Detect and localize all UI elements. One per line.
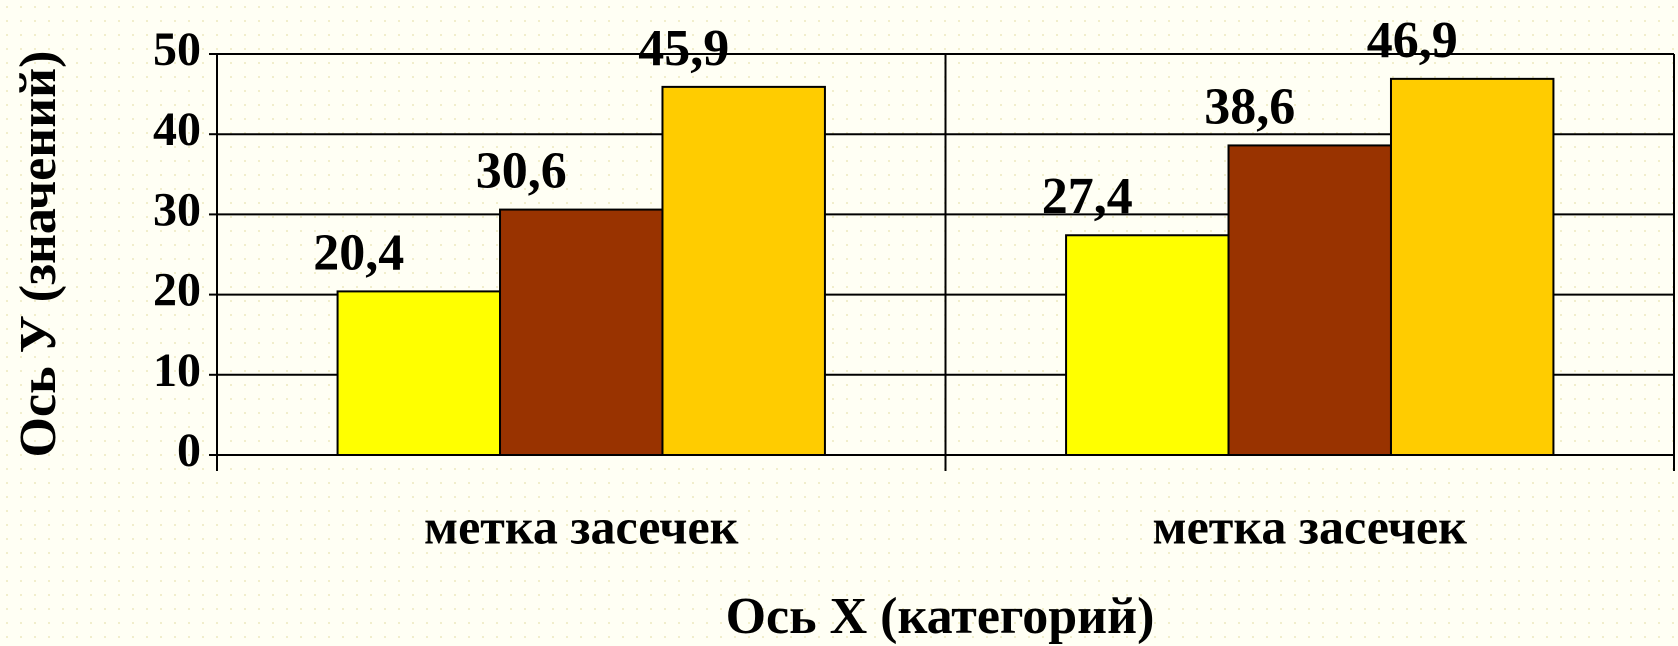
y-tick-label: 40 [153, 103, 201, 156]
value-label: 30,6 [476, 143, 567, 200]
y-tick-label: 20 [153, 264, 201, 317]
bar [661, 85, 826, 457]
value-label: 27,4 [1042, 168, 1133, 225]
value-label: 45,9 [638, 20, 729, 77]
y-tick-label: 10 [153, 344, 201, 397]
bar [1065, 234, 1230, 456]
bar [336, 290, 502, 456]
x-axis-title: Ось X (категорий) [726, 588, 1155, 645]
value-label: 20,4 [313, 224, 404, 281]
bar [1389, 77, 1555, 456]
value-label: 38,6 [1204, 78, 1295, 135]
value-label: 46,9 [1367, 12, 1458, 69]
x-tick-label: метка засечек [1153, 498, 1468, 554]
bar [499, 208, 664, 456]
y-tick-label: 30 [153, 183, 201, 236]
x-tick-label: метка засечек [424, 498, 739, 554]
y-tick-label: 50 [153, 23, 201, 76]
y-axis-title: Ось У (значений) [10, 51, 67, 458]
y-tick-label: 0 [177, 424, 201, 477]
bar [1227, 144, 1392, 456]
